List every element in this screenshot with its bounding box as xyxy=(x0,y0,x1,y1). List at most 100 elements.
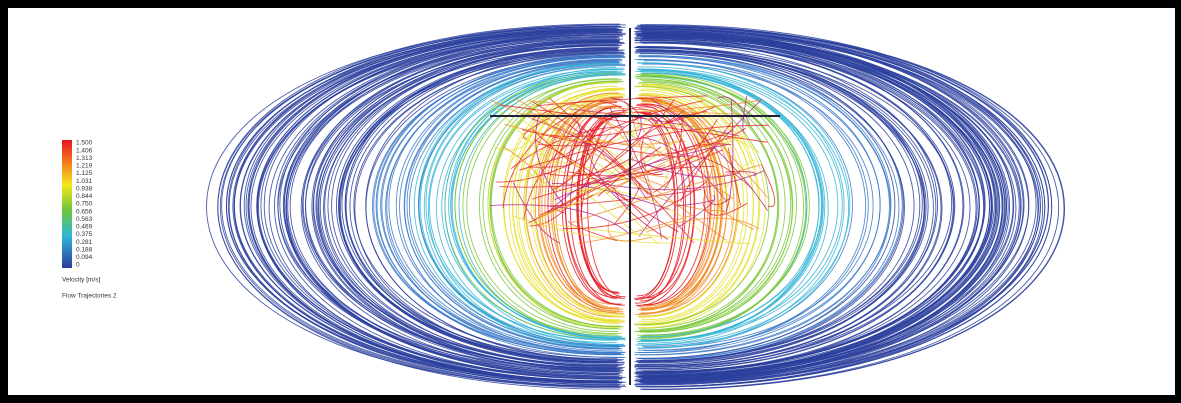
trajectory xyxy=(466,78,622,334)
trajectory xyxy=(718,198,755,230)
legend-title: Velocity [m/s] xyxy=(62,277,100,284)
trajectory xyxy=(725,100,734,212)
trajectory xyxy=(494,116,534,151)
color-bar-label: 0 xyxy=(76,262,80,269)
trajectory xyxy=(315,45,620,367)
trajectory xyxy=(661,96,671,184)
trajectory xyxy=(554,143,729,201)
trajectory xyxy=(639,25,1049,384)
trajectory xyxy=(639,47,925,362)
trajectory xyxy=(499,149,724,188)
trajectory xyxy=(642,69,843,341)
trajectory xyxy=(636,68,824,343)
trajectory xyxy=(524,93,624,315)
trajectory xyxy=(679,155,753,190)
trajectory xyxy=(637,62,851,346)
trajectory xyxy=(531,128,679,233)
trajectory xyxy=(544,158,630,177)
trajectory xyxy=(523,125,599,220)
trajectory xyxy=(341,49,618,360)
trajectory xyxy=(535,116,565,206)
trajectory xyxy=(502,111,577,209)
trajectory xyxy=(553,125,606,190)
trajectory xyxy=(489,204,629,234)
trajectory xyxy=(233,26,626,386)
trajectory xyxy=(570,163,763,224)
trajectory xyxy=(232,28,620,383)
trajectory xyxy=(642,26,1065,390)
trajectory xyxy=(635,47,942,369)
trajectory xyxy=(640,26,1049,384)
trajectory xyxy=(642,42,978,372)
color-bar-label: 1.500 xyxy=(76,140,93,147)
trajectory xyxy=(376,53,626,358)
trajectory xyxy=(587,113,626,298)
trajectory xyxy=(679,157,705,176)
color-bar-label: 0.188 xyxy=(76,246,93,253)
trajectory xyxy=(640,38,997,377)
trajectory xyxy=(408,64,626,348)
color-bar-label: 0.375 xyxy=(76,231,93,238)
color-bar-label: 1.125 xyxy=(76,170,93,177)
trajectory xyxy=(628,124,640,138)
trajectory xyxy=(404,62,620,350)
trajectory xyxy=(577,181,594,200)
trajectory xyxy=(509,90,617,323)
trajectory xyxy=(354,52,625,364)
trajectory xyxy=(413,62,620,348)
color-bar-labels: 1.5001.4061.3131.2191.1251.0310.9380.844… xyxy=(76,140,93,269)
trajectory xyxy=(418,65,626,346)
trajectory xyxy=(634,58,866,353)
trajectory xyxy=(639,69,839,341)
color-bar-label: 0.750 xyxy=(76,201,93,208)
trajectory xyxy=(641,101,712,310)
color-bar-label: 1.219 xyxy=(76,163,93,170)
trajectory xyxy=(636,28,1024,382)
trajectory xyxy=(717,96,750,124)
trajectory xyxy=(490,99,653,149)
trajectory xyxy=(274,34,620,379)
trajectory xyxy=(533,100,627,119)
trajectory xyxy=(638,99,762,237)
trajectory xyxy=(547,188,702,207)
trajectory xyxy=(245,30,619,381)
color-bar-label: 0.469 xyxy=(76,224,93,231)
trajectory xyxy=(637,66,850,349)
trajectory xyxy=(425,66,617,340)
trajectory xyxy=(628,157,740,178)
trajectory xyxy=(544,98,624,314)
trajectory xyxy=(601,153,726,212)
trajectory xyxy=(634,37,965,374)
trajectory xyxy=(530,95,626,318)
trajectory xyxy=(206,26,618,387)
trajectory xyxy=(537,96,624,313)
trajectory xyxy=(608,106,662,239)
trajectory xyxy=(388,56,626,353)
trajectory xyxy=(638,59,881,351)
trajectory xyxy=(450,74,626,339)
trajectory xyxy=(569,108,740,137)
caption: Flow Trajectories 2 xyxy=(62,293,117,300)
color-bar-label: 0.844 xyxy=(76,193,93,200)
trajectory xyxy=(318,42,625,371)
trajectory xyxy=(340,52,617,364)
trajectory xyxy=(639,41,954,371)
trajectory xyxy=(519,124,769,171)
trajectory xyxy=(687,106,769,199)
trajectory xyxy=(639,53,905,362)
trajectory xyxy=(636,62,845,349)
trajectory xyxy=(512,153,548,161)
trajectory xyxy=(640,75,804,339)
trajectory xyxy=(448,72,623,337)
trajectory xyxy=(538,141,605,147)
color-bar-label: 0.281 xyxy=(76,239,93,246)
trajectory xyxy=(228,28,621,385)
trajectory xyxy=(642,100,724,309)
trajectory xyxy=(319,47,619,366)
trajectory xyxy=(703,186,731,206)
color-bar-label: 0.094 xyxy=(76,254,93,261)
trajectory xyxy=(646,163,676,170)
trajectory xyxy=(406,60,622,350)
trajectory xyxy=(639,56,890,356)
